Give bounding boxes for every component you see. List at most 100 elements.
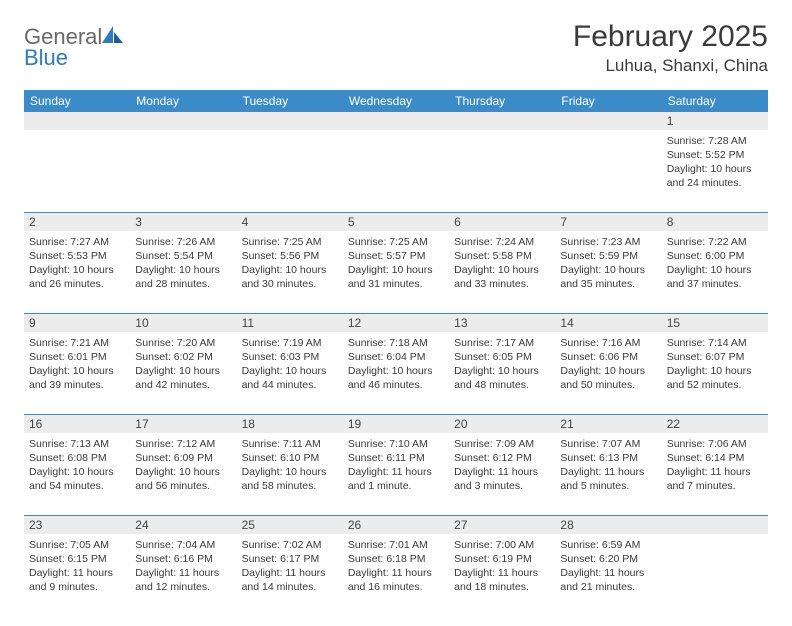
day1-line: Daylight: 11 hours: [348, 567, 444, 581]
sunset-line: Sunset: 6:17 PM: [242, 553, 338, 567]
brand-text: General Blue: [24, 26, 124, 69]
day1-line: Daylight: 10 hours: [135, 466, 231, 480]
day-number: 8: [662, 213, 768, 231]
day-number: 11: [237, 314, 343, 332]
day2-line: and 3 minutes.: [454, 480, 550, 494]
calendar-cell: [662, 534, 768, 616]
calendar-cell: Sunrise: 7:04 AMSunset: 6:16 PMDaylight:…: [130, 534, 236, 616]
day2-line: and 35 minutes.: [560, 278, 656, 292]
sunset-line: Sunset: 6:01 PM: [29, 351, 125, 365]
sunset-line: Sunset: 5:56 PM: [242, 250, 338, 264]
day-number: 24: [130, 516, 236, 534]
weekday-label: Tuesday: [237, 90, 343, 112]
day-number: [237, 112, 343, 130]
day-data: Sunrise: 7:26 AMSunset: 5:54 PMDaylight:…: [135, 234, 231, 292]
sunset-line: Sunset: 6:07 PM: [667, 351, 763, 365]
sunset-line: Sunset: 6:10 PM: [242, 452, 338, 466]
sunrise-line: Sunrise: 7:06 AM: [667, 438, 763, 452]
day2-line: and 12 minutes.: [135, 581, 231, 595]
day1-line: Daylight: 10 hours: [667, 264, 763, 278]
calendar-week: Sunrise: 7:27 AMSunset: 5:53 PMDaylight:…: [24, 231, 768, 314]
sunrise-line: Sunrise: 7:28 AM: [667, 135, 763, 149]
day1-line: Daylight: 11 hours: [454, 567, 550, 581]
calendar-cell: Sunrise: 7:25 AMSunset: 5:57 PMDaylight:…: [343, 231, 449, 313]
sunset-line: Sunset: 6:11 PM: [348, 452, 444, 466]
sunrise-line: Sunrise: 7:18 AM: [348, 337, 444, 351]
sunset-line: Sunset: 6:03 PM: [242, 351, 338, 365]
day-data: Sunrise: 7:18 AMSunset: 6:04 PMDaylight:…: [348, 335, 444, 393]
day-data: Sunrise: 7:22 AMSunset: 6:00 PMDaylight:…: [667, 234, 763, 292]
sunrise-line: Sunrise: 7:02 AM: [242, 539, 338, 553]
sunrise-line: Sunrise: 7:17 AM: [454, 337, 550, 351]
calendar-cell: Sunrise: 7:00 AMSunset: 6:19 PMDaylight:…: [449, 534, 555, 616]
calendar-cell: Sunrise: 7:27 AMSunset: 5:53 PMDaylight:…: [24, 231, 130, 313]
day2-line: and 33 minutes.: [454, 278, 550, 292]
sunrise-line: Sunrise: 7:22 AM: [667, 236, 763, 250]
day-data: Sunrise: 7:05 AMSunset: 6:15 PMDaylight:…: [29, 537, 125, 595]
day-number: [449, 112, 555, 130]
weekday-label: Monday: [130, 90, 236, 112]
day-number: 15: [662, 314, 768, 332]
sunrise-line: Sunrise: 7:27 AM: [29, 236, 125, 250]
sunset-line: Sunset: 6:15 PM: [29, 553, 125, 567]
day2-line: and 42 minutes.: [135, 379, 231, 393]
day1-line: Daylight: 10 hours: [667, 365, 763, 379]
day1-line: Daylight: 11 hours: [454, 466, 550, 480]
calendar-cell: Sunrise: 7:10 AMSunset: 6:11 PMDaylight:…: [343, 433, 449, 515]
sail-icon: [102, 26, 124, 44]
calendar-cell: Sunrise: 7:07 AMSunset: 6:13 PMDaylight:…: [555, 433, 661, 515]
day-data: Sunrise: 7:23 AMSunset: 5:59 PMDaylight:…: [560, 234, 656, 292]
sunset-line: Sunset: 6:19 PM: [454, 553, 550, 567]
day2-line: and 7 minutes.: [667, 480, 763, 494]
sunrise-line: Sunrise: 7:10 AM: [348, 438, 444, 452]
day2-line: and 44 minutes.: [242, 379, 338, 393]
title-block: February 2025 Luhua, Shanxi, China: [573, 20, 768, 76]
sunset-line: Sunset: 5:58 PM: [454, 250, 550, 264]
calendar-cell: [237, 130, 343, 212]
sunrise-line: Sunrise: 7:01 AM: [348, 539, 444, 553]
day1-line: Daylight: 10 hours: [454, 365, 550, 379]
day-number: 19: [343, 415, 449, 433]
sunset-line: Sunset: 6:18 PM: [348, 553, 444, 567]
day2-line: and 52 minutes.: [667, 379, 763, 393]
day2-line: and 37 minutes.: [667, 278, 763, 292]
day-data: Sunrise: 7:20 AMSunset: 6:02 PMDaylight:…: [135, 335, 231, 393]
weekday-label: Wednesday: [343, 90, 449, 112]
sunset-line: Sunset: 6:14 PM: [667, 452, 763, 466]
day-data: Sunrise: 7:06 AMSunset: 6:14 PMDaylight:…: [667, 436, 763, 494]
day-data: Sunrise: 7:11 AMSunset: 6:10 PMDaylight:…: [242, 436, 338, 494]
day1-line: Daylight: 10 hours: [135, 365, 231, 379]
day1-line: Daylight: 11 hours: [667, 466, 763, 480]
calendar-cell: Sunrise: 7:22 AMSunset: 6:00 PMDaylight:…: [662, 231, 768, 313]
calendar-cell: Sunrise: 7:18 AMSunset: 6:04 PMDaylight:…: [343, 332, 449, 414]
day-data: Sunrise: 7:25 AMSunset: 5:57 PMDaylight:…: [348, 234, 444, 292]
day1-line: Daylight: 11 hours: [560, 466, 656, 480]
day1-line: Daylight: 10 hours: [242, 466, 338, 480]
calendar-cell: Sunrise: 7:05 AMSunset: 6:15 PMDaylight:…: [24, 534, 130, 616]
day2-line: and 58 minutes.: [242, 480, 338, 494]
calendar-week: Sunrise: 7:05 AMSunset: 6:15 PMDaylight:…: [24, 534, 768, 616]
day-number: 27: [449, 516, 555, 534]
calendar-cell: Sunrise: 7:01 AMSunset: 6:18 PMDaylight:…: [343, 534, 449, 616]
location-label: Luhua, Shanxi, China: [573, 56, 768, 76]
sunrise-line: Sunrise: 7:14 AM: [667, 337, 763, 351]
day2-line: and 39 minutes.: [29, 379, 125, 393]
sunrise-line: Sunrise: 7:11 AM: [242, 438, 338, 452]
sunrise-line: Sunrise: 7:23 AM: [560, 236, 656, 250]
calendar-cell: Sunrise: 7:02 AMSunset: 6:17 PMDaylight:…: [237, 534, 343, 616]
calendar-week: Sunrise: 7:28 AMSunset: 5:52 PMDaylight:…: [24, 130, 768, 213]
day1-line: Daylight: 10 hours: [560, 365, 656, 379]
day-number: [24, 112, 130, 130]
sunset-line: Sunset: 6:05 PM: [454, 351, 550, 365]
weekday-label: Sunday: [24, 90, 130, 112]
day1-line: Daylight: 10 hours: [667, 163, 763, 177]
calendar-cell: Sunrise: 7:23 AMSunset: 5:59 PMDaylight:…: [555, 231, 661, 313]
calendar-cell: Sunrise: 6:59 AMSunset: 6:20 PMDaylight:…: [555, 534, 661, 616]
sunrise-line: Sunrise: 7:24 AM: [454, 236, 550, 250]
sunrise-line: Sunrise: 7:04 AM: [135, 539, 231, 553]
day2-line: and 16 minutes.: [348, 581, 444, 595]
day-data: Sunrise: 7:17 AMSunset: 6:05 PMDaylight:…: [454, 335, 550, 393]
day-number: 13: [449, 314, 555, 332]
month-title: February 2025: [573, 20, 768, 54]
day-number: 22: [662, 415, 768, 433]
